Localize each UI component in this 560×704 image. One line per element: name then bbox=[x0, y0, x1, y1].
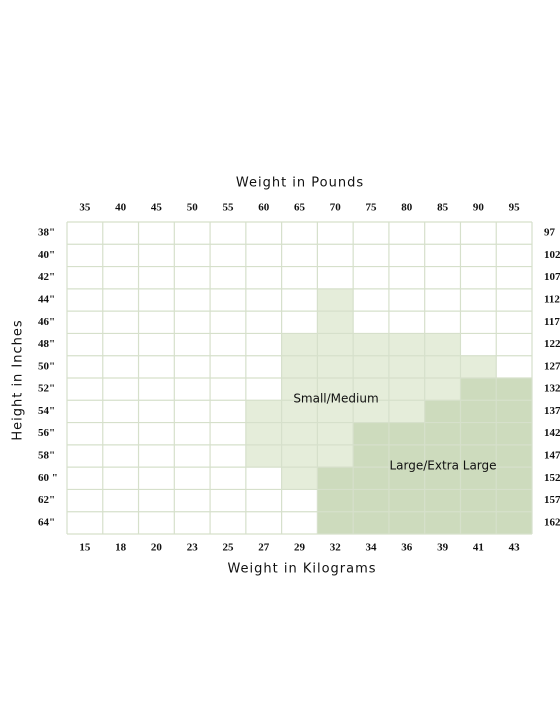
inch-label: 40" bbox=[38, 249, 55, 261]
inch-label: 50" bbox=[38, 360, 55, 372]
pound-label: 90 bbox=[473, 202, 485, 214]
pound-label: 70 bbox=[330, 202, 342, 214]
kilogram-label: 34 bbox=[366, 542, 378, 554]
region-cell bbox=[353, 444, 532, 468]
inch-label: 64" bbox=[38, 516, 55, 528]
top-title: Weight in Pounds bbox=[236, 176, 364, 191]
inch-label: 62" bbox=[38, 494, 55, 506]
side-title: Height in Inches bbox=[11, 319, 26, 440]
region-cell bbox=[353, 422, 532, 445]
centimeter-label: 147 bbox=[544, 450, 560, 462]
pound-label: 45 bbox=[151, 202, 163, 214]
inch-label: 48" bbox=[38, 338, 55, 350]
pound-label: 95 bbox=[509, 202, 521, 214]
kilogram-label: 41 bbox=[473, 542, 484, 554]
region-cell bbox=[245, 444, 354, 468]
kilogram-label: 27 bbox=[258, 542, 270, 554]
centimeter-label: 97 bbox=[544, 227, 556, 239]
region-cell bbox=[424, 400, 532, 423]
pound-label: 65 bbox=[294, 202, 306, 214]
inch-label: 52" bbox=[38, 383, 55, 395]
kilogram-label: 32 bbox=[330, 542, 342, 554]
inch-label: 60 " bbox=[38, 472, 58, 484]
centimeter-label: 122 bbox=[544, 338, 560, 350]
region-cell bbox=[317, 311, 354, 334]
centimeter-label: 112 bbox=[544, 294, 560, 306]
region-label: Large/Extra Large bbox=[389, 459, 496, 473]
centimeter-label: 157 bbox=[544, 494, 560, 506]
kilogram-label: 43 bbox=[509, 542, 521, 554]
region-cell bbox=[317, 288, 354, 312]
kilogram-label: 23 bbox=[187, 542, 199, 554]
kilogram-label: 15 bbox=[79, 542, 91, 554]
pound-label: 85 bbox=[437, 202, 449, 214]
centimeter-label: 152 bbox=[544, 472, 560, 484]
centimeter-label: 117 bbox=[544, 316, 560, 328]
inch-label: 58" bbox=[38, 450, 55, 462]
bottom-title: Weight in Kilograms bbox=[227, 562, 376, 577]
pound-label: 55 bbox=[222, 202, 234, 214]
region-cell bbox=[245, 422, 354, 445]
inch-label: 46" bbox=[38, 316, 55, 328]
kilogram-label: 29 bbox=[294, 542, 306, 554]
centimeter-label: 107 bbox=[544, 271, 560, 283]
region-cell bbox=[281, 467, 318, 490]
pound-label: 80 bbox=[401, 202, 413, 214]
inch-label: 44" bbox=[38, 294, 55, 306]
centimeter-label: 137 bbox=[544, 405, 560, 417]
centimeter-label: 142 bbox=[544, 427, 560, 439]
region-cell bbox=[281, 378, 461, 401]
pound-label: 60 bbox=[258, 202, 270, 214]
region-cell bbox=[245, 400, 425, 423]
pound-label: 75 bbox=[366, 202, 378, 214]
pound-label: 50 bbox=[187, 202, 199, 214]
kilogram-label: 36 bbox=[401, 542, 413, 554]
inch-label: 56" bbox=[38, 427, 55, 439]
kilogram-label: 20 bbox=[151, 542, 163, 554]
inch-label: 38" bbox=[38, 227, 55, 239]
inch-label: 54" bbox=[38, 405, 55, 417]
kilogram-label: 39 bbox=[437, 542, 449, 554]
region-label: Small/Medium bbox=[293, 392, 378, 406]
centimeter-label: 132 bbox=[544, 383, 560, 395]
kilogram-label: 18 bbox=[115, 542, 127, 554]
centimeter-label: 127 bbox=[544, 360, 560, 372]
inch-label: 42" bbox=[38, 271, 55, 283]
kilogram-label: 25 bbox=[222, 542, 234, 554]
centimeter-label: 102 bbox=[544, 249, 560, 261]
pound-label: 35 bbox=[79, 202, 91, 214]
pound-label: 40 bbox=[115, 202, 127, 214]
region-cell bbox=[281, 333, 461, 356]
centimeter-label: 162 bbox=[544, 516, 560, 528]
